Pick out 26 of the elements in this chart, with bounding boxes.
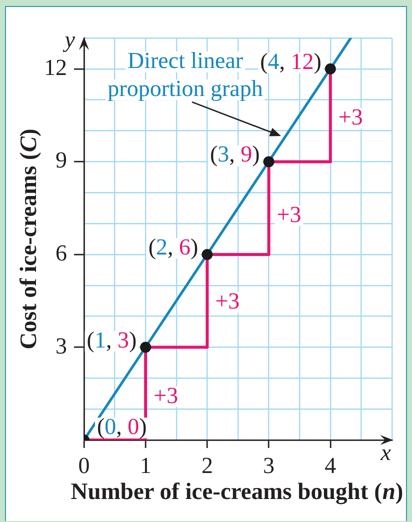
y-axis-title: Cost of ice-creams (C) [16, 128, 42, 350]
text: x [380, 440, 392, 466]
x-tick-label: 1 [140, 452, 152, 478]
y-tick-label: 12 [44, 54, 67, 80]
point [324, 63, 336, 74]
text: y [62, 27, 76, 52]
x-axis-title: Number of ice-creams bought (n) [70, 479, 404, 506]
y-tick-label: 6 [56, 240, 67, 266]
point [263, 156, 274, 168]
data-label: (2, 6) [148, 234, 198, 260]
annotation: +3 [338, 104, 363, 130]
y-tick-label: 3 [56, 333, 67, 358]
point [202, 248, 213, 260]
data-label: (3, 9) [210, 142, 260, 167]
annotation: +3 [215, 288, 240, 314]
x-tick-label: 0 [78, 452, 90, 478]
x-tick-label: 2 [201, 452, 213, 478]
y-tick-label: 9 [56, 148, 67, 173]
x-tick-label: 3 [263, 452, 275, 478]
annotation: +3 [154, 382, 178, 408]
point [140, 342, 152, 353]
annotation: +3 [276, 202, 302, 227]
data-label: (4, 12) [260, 48, 322, 74]
x-tick-label: 4 [324, 452, 337, 478]
data-label: (1, 3) [86, 327, 137, 352]
data-label: (0, 0) [97, 414, 147, 440]
